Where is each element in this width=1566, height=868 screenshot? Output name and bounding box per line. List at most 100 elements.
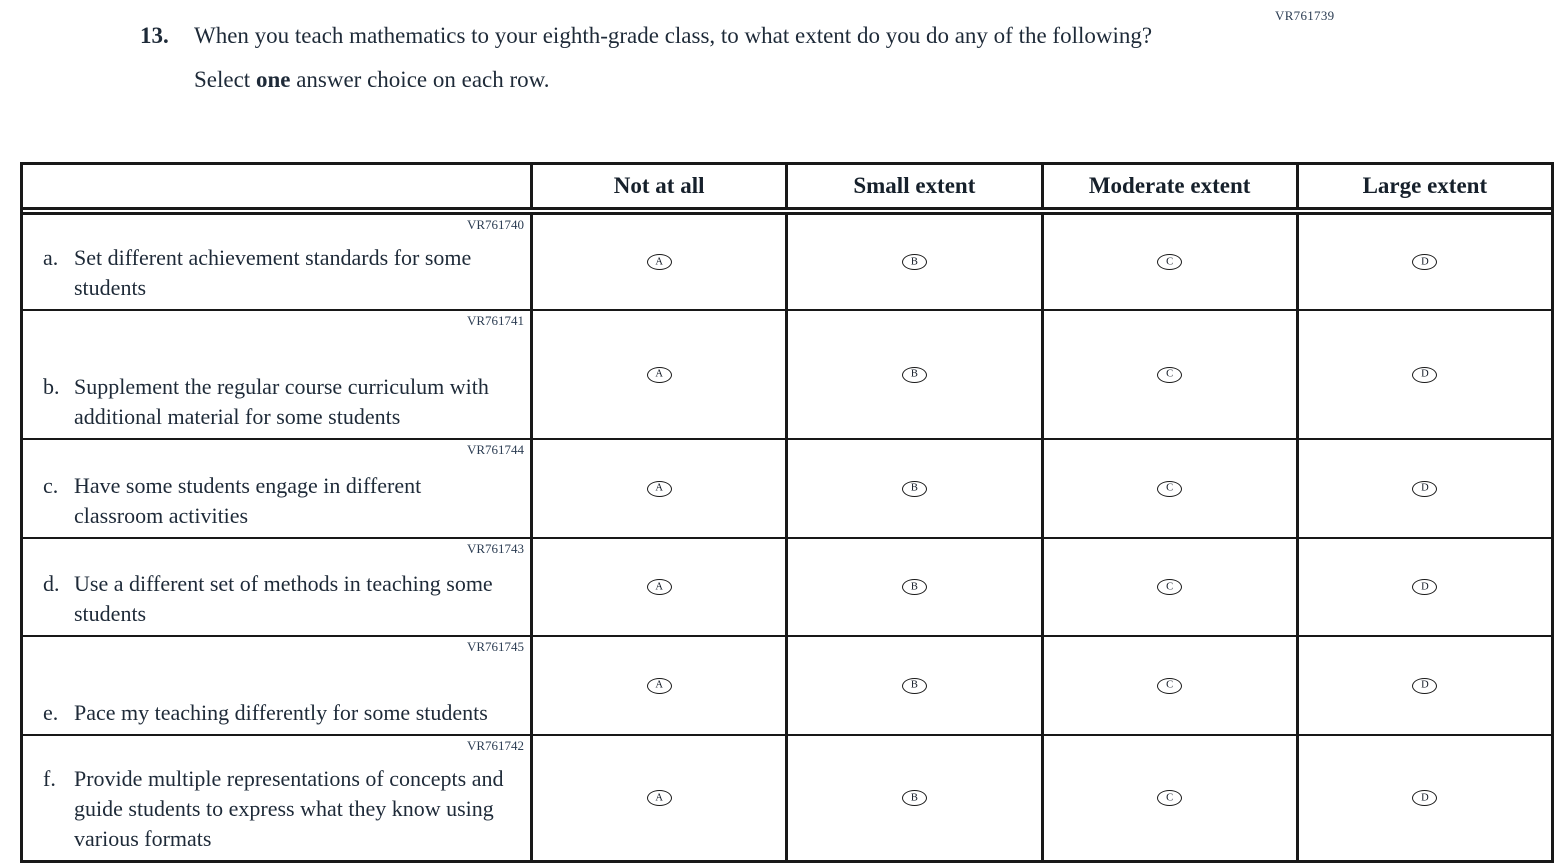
bubble-letter: C [1166, 368, 1174, 380]
answer-cell: A [530, 637, 785, 734]
answer-cell: C [1040, 637, 1296, 734]
row-statement-text: Set different achievement standards for … [74, 245, 472, 300]
table-row: VR761742 f. Provide multiple representat… [23, 734, 1551, 860]
bubble-letter: A [655, 581, 663, 593]
bubble-letter: C [1166, 679, 1174, 691]
answer-bubble-d[interactable]: D [1412, 790, 1438, 806]
answer-bubble-d[interactable]: D [1412, 254, 1438, 270]
answer-bubble-d[interactable]: D [1412, 677, 1438, 694]
bubble-letter: D [1421, 256, 1429, 268]
bubble-letter: A [655, 679, 663, 691]
header-cell-large-extent: Large extent [1295, 165, 1551, 207]
bubble-letter: D [1421, 368, 1429, 380]
answer-bubble-d[interactable]: D [1412, 366, 1438, 383]
table-row: VR761743 d. Use a different set of metho… [23, 537, 1551, 635]
bubble-letter: B [910, 792, 918, 804]
row-vr-code: VR761740 [466, 217, 524, 232]
bubble-letter: D [1421, 679, 1429, 691]
answer-cell: B [785, 539, 1040, 635]
bubble-letter: A [655, 256, 663, 268]
answer-bubble-b[interactable]: B [901, 790, 927, 806]
bubble-letter: D [1421, 581, 1429, 593]
answer-cell: C [1040, 736, 1296, 860]
bubble-letter: B [910, 368, 918, 380]
header-body-divider [23, 210, 1551, 212]
answer-cell: D [1295, 736, 1551, 860]
instruction-bold-word: one [255, 67, 291, 92]
answer-cell: A [530, 215, 785, 309]
answer-bubble-c[interactable]: C [1157, 579, 1183, 595]
answer-bubble-c[interactable]: C [1157, 366, 1183, 383]
header-cell-not-at-all: Not at all [530, 165, 785, 207]
header-cell-moderate-extent: Moderate extent [1040, 165, 1296, 207]
question-body: When you teach mathematics to your eight… [194, 20, 1209, 96]
row-vr-code: VR761741 [466, 313, 524, 328]
header-cell-statements [23, 165, 530, 207]
answer-cell: C [1040, 311, 1296, 438]
answer-bubble-a[interactable]: A [646, 480, 672, 497]
answer-cell: D [1295, 637, 1551, 734]
row-statement-text: Have some students engage in different c… [74, 473, 422, 528]
bubble-letter: B [910, 581, 918, 593]
answer-bubble-c[interactable]: C [1157, 254, 1183, 270]
bubble-letter: C [1166, 792, 1174, 804]
table-row: VR761741 b. Supplement the regular cours… [23, 309, 1551, 438]
bubble-letter: A [655, 792, 663, 804]
bubble-letter: B [910, 482, 918, 494]
bubble-letter: C [1166, 581, 1174, 593]
bubble-letter: A [655, 368, 663, 380]
answer-bubble-b[interactable]: B [901, 677, 927, 694]
row-letter: a. [43, 245, 59, 270]
bubble-letter: B [910, 679, 918, 691]
answer-bubble-a[interactable]: A [646, 579, 672, 595]
answer-cell: B [785, 440, 1040, 537]
answer-cell: A [530, 539, 785, 635]
answer-bubble-b[interactable]: B [901, 366, 927, 383]
row-letter: d. [43, 571, 60, 596]
statement-cell: VR761740 a. Set different achievement st… [23, 215, 530, 309]
answer-bubble-a[interactable]: A [646, 254, 672, 270]
row-statement: f. Provide multiple representations of c… [43, 764, 514, 854]
answer-cell: D [1295, 311, 1551, 438]
table-row: VR761740 a. Set different achievement st… [23, 215, 1551, 309]
answer-bubble-b[interactable]: B [901, 480, 927, 497]
answer-bubble-a[interactable]: A [646, 366, 672, 383]
answer-cell: A [530, 311, 785, 438]
answer-bubble-c[interactable]: C [1157, 677, 1183, 694]
row-statement: e. Pace my teaching differently for some… [43, 698, 488, 728]
row-statement-text: Supplement the regular course curriculum… [74, 374, 489, 429]
answer-bubble-b[interactable]: B [901, 579, 927, 595]
statement-cell: VR761745 e. Pace my teaching differently… [23, 637, 530, 734]
instruction-suffix: answer choice on each row. [290, 67, 550, 92]
bubble-letter: D [1421, 482, 1429, 494]
answer-bubble-d[interactable]: D [1412, 579, 1438, 595]
row-vr-code: VR761744 [466, 442, 524, 457]
answer-bubble-a[interactable]: A [646, 677, 672, 694]
statement-cell: VR761743 d. Use a different set of metho… [23, 539, 530, 635]
answer-cell: A [530, 736, 785, 860]
row-vr-code: VR761743 [466, 541, 524, 556]
answer-cell: D [1295, 440, 1551, 537]
answer-matrix-table: Not at all Small extent Moderate extent … [20, 162, 1554, 863]
bubble-letter: C [1166, 482, 1174, 494]
answer-cell: C [1040, 215, 1296, 309]
question-number: 13. [140, 23, 169, 48]
bubble-letter: A [655, 482, 663, 494]
bubble-letter: C [1166, 256, 1174, 268]
statement-cell: VR761741 b. Supplement the regular cours… [23, 311, 530, 438]
answer-bubble-d[interactable]: D [1412, 480, 1438, 497]
row-statement-text: Use a different set of methods in teachi… [74, 571, 493, 626]
question-text: When you teach mathematics to your eight… [194, 23, 1153, 48]
row-statement: a. Set different achievement standards f… [43, 243, 514, 303]
answer-bubble-c[interactable]: C [1157, 480, 1183, 497]
answer-bubble-c[interactable]: C [1157, 790, 1183, 806]
answer-cell: A [530, 440, 785, 537]
answer-cell: B [785, 215, 1040, 309]
bubble-letter: D [1421, 792, 1429, 804]
answer-bubble-a[interactable]: A [646, 790, 672, 806]
answer-bubble-b[interactable]: B [901, 254, 927, 270]
bubble-letter: B [910, 256, 918, 268]
answer-cell: C [1040, 539, 1296, 635]
row-statement-text: Provide multiple representations of conc… [74, 766, 504, 851]
